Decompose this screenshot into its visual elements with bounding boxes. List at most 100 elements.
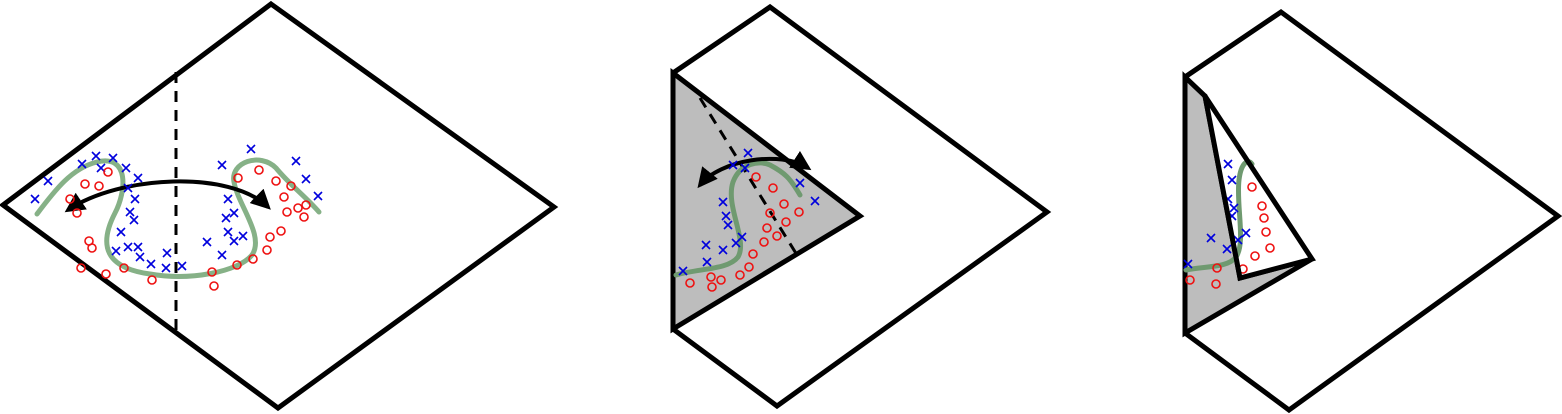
data-points [30, 144, 323, 291]
o-marker [744, 262, 754, 272]
o-marker [254, 165, 264, 175]
data-points [678, 148, 820, 292]
x-marker [728, 160, 738, 170]
o-marker [65, 194, 75, 204]
o-marker [765, 208, 775, 218]
x-marker [810, 196, 820, 206]
o-marker [779, 199, 789, 209]
panel-first-fold [670, 3, 1052, 410]
x-marker [1222, 244, 1232, 254]
x-marker [1206, 233, 1216, 243]
x-marker [177, 261, 187, 271]
o-marker [299, 212, 309, 222]
x-marker [121, 163, 131, 173]
x-marker [1227, 175, 1237, 185]
x-marker [43, 176, 53, 186]
o-marker [794, 207, 804, 217]
x-marker [229, 236, 239, 246]
x-marker [678, 266, 688, 276]
x-marker [108, 153, 118, 163]
o-marker [768, 183, 778, 193]
o-marker [286, 181, 296, 191]
x-marker [130, 194, 140, 204]
panel-flat [0, 0, 559, 412]
x-marker [125, 207, 135, 217]
x-marker [217, 250, 227, 260]
x-marker [291, 156, 301, 166]
x-marker [116, 227, 126, 237]
x-marker [223, 227, 233, 237]
fold-edge [1202, 93, 1316, 282]
o-marker [232, 260, 242, 270]
x-marker [217, 160, 227, 170]
o-marker [207, 267, 217, 277]
x-marker [123, 242, 133, 252]
o-marker [147, 275, 157, 285]
o-marker [262, 245, 272, 255]
panel-second-fold [1182, 8, 1562, 414]
x-marker [718, 197, 728, 207]
x-marker [111, 246, 121, 256]
x-marker [162, 248, 172, 258]
o-marker [301, 200, 311, 210]
x-marker [1223, 159, 1233, 169]
o-marker [751, 172, 761, 182]
x-marker [30, 194, 40, 204]
fold-arrow [64, 179, 271, 213]
x-marker [721, 211, 731, 221]
x-marker [221, 213, 231, 223]
x-marker [161, 263, 171, 273]
x-marker [1183, 259, 1193, 269]
o-marker [707, 282, 717, 292]
x-marker [129, 215, 139, 225]
x-marker [1241, 228, 1251, 238]
fold-arrow [697, 150, 812, 189]
o-marker [772, 231, 782, 241]
o-marker [271, 176, 281, 186]
x-marker [202, 237, 212, 247]
x-marker [123, 183, 133, 193]
o-marker [233, 173, 243, 183]
x-marker [1229, 203, 1239, 213]
o-marker [1211, 279, 1221, 289]
x-marker [702, 257, 712, 267]
x-marker [313, 191, 323, 201]
x-marker [91, 151, 101, 161]
x-marker [77, 159, 87, 169]
o-marker [735, 270, 745, 280]
x-marker [743, 148, 753, 158]
decision-curve [34, 157, 322, 279]
x-marker [133, 242, 143, 252]
x-marker [146, 259, 156, 269]
o-marker [276, 226, 286, 236]
o-marker [762, 223, 772, 233]
x-marker [301, 174, 311, 184]
o-marker [80, 179, 90, 189]
o-marker [1257, 201, 1267, 211]
o-marker [76, 263, 86, 273]
x-marker [740, 163, 750, 173]
x-marker [718, 245, 728, 255]
o-marker [282, 207, 292, 217]
o-marker [1185, 275, 1195, 285]
o-marker [706, 272, 716, 282]
o-marker [209, 281, 219, 291]
o-marker [293, 203, 303, 213]
o-marker [87, 243, 97, 253]
x-marker [246, 144, 256, 154]
x-marker [133, 173, 143, 183]
o-marker [716, 275, 726, 285]
o-marker [748, 249, 758, 259]
x-marker [229, 208, 239, 218]
o-marker [72, 208, 82, 218]
o-marker [1250, 251, 1260, 261]
o-marker [101, 269, 111, 279]
o-marker [94, 181, 104, 191]
o-marker [759, 237, 769, 247]
x-marker [223, 194, 233, 204]
o-marker [1261, 227, 1271, 237]
o-marker [103, 167, 113, 177]
o-marker [1212, 263, 1222, 273]
paper-rhombus [0, 0, 559, 412]
